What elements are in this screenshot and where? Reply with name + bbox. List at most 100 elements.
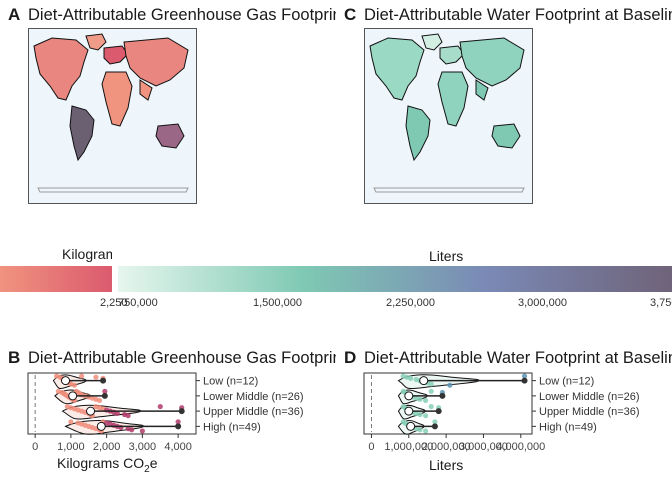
panel-tag-a: A	[8, 5, 21, 24]
median-point	[419, 376, 429, 386]
outlier-point	[435, 408, 442, 415]
data-point	[432, 419, 438, 425]
panel-tag-c: C	[344, 5, 357, 24]
data-point	[423, 413, 429, 419]
data-point	[428, 403, 434, 410]
category-label: Lower Middle (n=26)	[203, 391, 304, 403]
category-label: Upper Middle (n=36)	[539, 406, 640, 418]
outlier-point	[100, 377, 107, 384]
median-point	[406, 421, 416, 431]
map-greenland	[421, 33, 443, 51]
x-tick-label: 1,000,000	[384, 441, 433, 453]
data-point	[71, 382, 78, 388]
map-greenland	[85, 33, 107, 51]
x-tick-label: 1,000	[57, 441, 85, 453]
x-tick-label: 4,000,000	[496, 441, 545, 453]
data-point	[417, 396, 423, 402]
map-south-america	[69, 105, 95, 162]
data-point	[428, 388, 434, 394]
panel-title-d: Diet-Attributable Water Footprint at Bas…	[364, 349, 672, 367]
data-point	[114, 410, 120, 417]
median-point	[404, 391, 414, 401]
water-legend-tick: 3,750,000	[650, 297, 672, 309]
data-point	[93, 374, 99, 380]
x-tick-label: 0	[32, 441, 38, 453]
outlier-point	[178, 408, 185, 415]
median-point	[86, 406, 96, 416]
map-south-america	[405, 105, 431, 162]
data-point	[423, 397, 429, 404]
outlier-point	[175, 423, 182, 430]
data-point	[175, 419, 181, 425]
map-africa	[437, 71, 469, 127]
category-label: Low (n=12)	[203, 376, 258, 388]
ghg-x-axis-title: Kilograms CO2e	[57, 455, 158, 475]
map-europe	[103, 45, 129, 65]
map-europe	[439, 45, 465, 65]
data-point	[125, 413, 131, 419]
median-point	[96, 421, 106, 431]
map-north-america	[33, 37, 89, 101]
x-tick-label: 4,000	[164, 441, 192, 453]
ghg-legend-tick: 2,250	[100, 297, 128, 309]
outlier-point	[439, 392, 446, 399]
ghg-violin-chart: Low (n=12) Lower Middle (n=26) Upper Middl…	[27, 372, 304, 453]
median-point	[61, 376, 71, 386]
data-point	[428, 381, 434, 387]
median-point	[404, 406, 414, 416]
map-antarctica	[37, 187, 189, 193]
data-point	[423, 428, 429, 434]
x-tick-label: 2,000,000	[422, 441, 471, 453]
ghg-legend-bar	[0, 266, 112, 292]
water-legend-bar	[118, 266, 672, 292]
category-label: High (n=49)	[203, 421, 261, 433]
water-legend-tick: 750,000	[118, 297, 158, 309]
panel-tag-b: B	[8, 348, 21, 367]
water-legend-title: Liters	[429, 248, 464, 264]
map-asia	[123, 37, 189, 87]
ghg-map	[28, 28, 197, 204]
data-point	[417, 411, 423, 418]
water-legend-tick: 3,000,000	[518, 297, 567, 309]
plot-panel	[363, 372, 533, 435]
ghg-legend-title: Kilograms CO2e	[62, 246, 112, 262]
data-point	[129, 427, 135, 433]
panel-tag-d: D	[344, 348, 357, 367]
data-point	[157, 403, 163, 410]
data-point	[521, 373, 528, 379]
data-point	[79, 373, 85, 379]
water-violin-chart: Low (n=12) Lower Middle (n=26) Upper Middl…	[363, 372, 640, 453]
map-africa	[101, 71, 133, 127]
category-label: Lower Middle (n=26)	[539, 391, 640, 403]
map-north-america	[369, 37, 425, 101]
data-point	[447, 382, 453, 388]
outlier-point	[101, 392, 108, 399]
outlier-point	[521, 377, 528, 384]
map-south-asia	[139, 79, 153, 101]
x-tick-label: 0	[368, 441, 374, 453]
data-point	[96, 397, 103, 404]
category-label: Low (n=12)	[539, 376, 594, 388]
data-point	[68, 419, 74, 425]
map-australia	[155, 123, 185, 149]
median-point	[68, 391, 78, 401]
x-tick-label: 2,000	[93, 441, 121, 453]
map-australia	[491, 123, 521, 149]
water-legend-tick: 1,500,000	[253, 297, 302, 309]
x-tick-label: 3,000	[129, 441, 157, 453]
panel-title-a: Diet-Attributable Greenhouse Gas Footpri…	[28, 6, 336, 24]
x-tick-label: 3,000,000	[459, 441, 508, 453]
data-point	[139, 428, 145, 434]
outlier-point	[431, 423, 438, 430]
data-point	[408, 375, 414, 381]
map-south-asia	[475, 79, 489, 101]
map-antarctica	[373, 187, 525, 193]
water-map	[364, 28, 533, 204]
category-label: High (n=49)	[539, 421, 597, 433]
water-x-axis-title: Liters	[429, 457, 464, 473]
data-point	[417, 427, 423, 433]
water-legend-tick: 2,250,000	[386, 297, 435, 309]
panel-title-c: Diet-Attributable Water Footprint at Bas…	[364, 6, 672, 24]
map-asia	[459, 37, 525, 87]
category-label: Upper Middle (n=36)	[203, 406, 304, 418]
